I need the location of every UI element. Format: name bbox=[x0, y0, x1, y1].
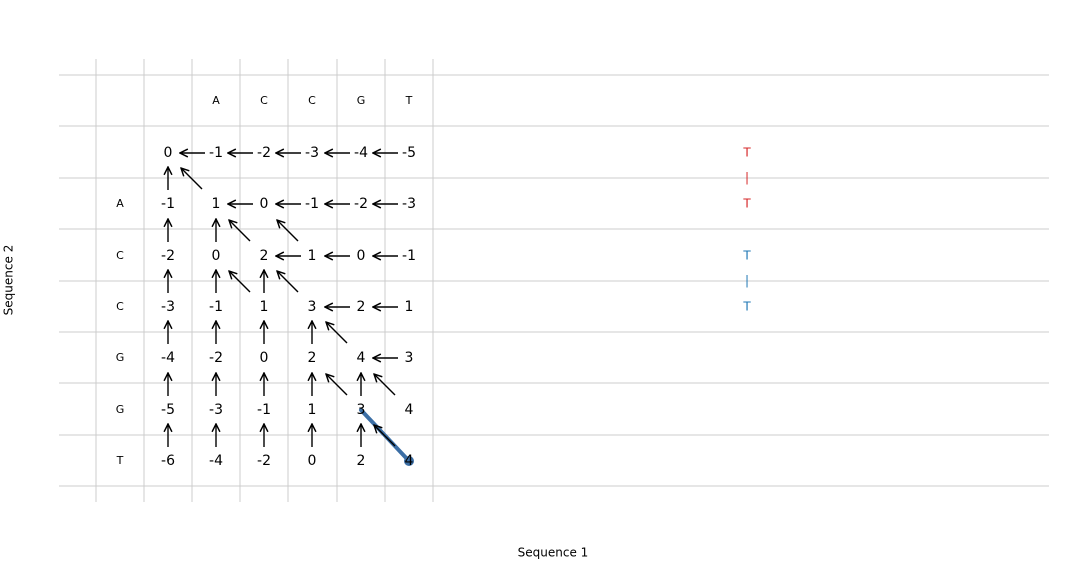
matrix-cell: -1 bbox=[257, 402, 271, 418]
row-header: T bbox=[116, 454, 124, 467]
matrix-cell: -3 bbox=[305, 145, 319, 161]
pointer-arrow bbox=[326, 374, 348, 396]
matrix-cell: -2 bbox=[161, 248, 175, 264]
traceback-end bbox=[404, 456, 414, 466]
pointer-arrow bbox=[229, 271, 251, 293]
arrows bbox=[168, 153, 414, 466]
pointer-arrow bbox=[229, 220, 251, 242]
matrix-cell: 4 bbox=[357, 350, 366, 366]
matrix-cell: 0 bbox=[164, 145, 173, 161]
matrix-cell: -2 bbox=[257, 145, 271, 161]
pointer-arrow bbox=[277, 220, 299, 242]
matrix-cell: -6 bbox=[161, 453, 175, 469]
matrix-cell: 1 bbox=[308, 402, 317, 418]
matrix-cell: -1 bbox=[209, 299, 223, 315]
matrix-cell: 1 bbox=[308, 248, 317, 264]
column-header: A bbox=[212, 94, 220, 107]
column-header: G bbox=[357, 94, 366, 107]
aligned-top: T bbox=[742, 146, 751, 160]
pointer-arrow bbox=[326, 322, 348, 344]
matrix-cell: -1 bbox=[402, 248, 416, 264]
matrix-cell: 1 bbox=[212, 196, 221, 212]
matrix-cell: -4 bbox=[161, 350, 175, 366]
matrix-cell: 2 bbox=[260, 248, 269, 264]
row-header: A bbox=[116, 197, 124, 210]
matrix-cell: -1 bbox=[161, 196, 175, 212]
x-axis-label: Sequence 1 bbox=[518, 546, 589, 560]
matrix-cell: 2 bbox=[357, 299, 366, 315]
matrix-cell: 0 bbox=[308, 453, 317, 469]
aligned-top: T bbox=[742, 249, 751, 263]
matrix-cell: 3 bbox=[308, 299, 317, 315]
pointer-arrow bbox=[277, 271, 299, 293]
matrix-cell: -2 bbox=[354, 196, 368, 212]
matrix-cell: 0 bbox=[357, 248, 366, 264]
matrix-cell: 1 bbox=[260, 299, 269, 315]
row-header: G bbox=[116, 403, 125, 416]
y-axis-label: Sequence 2 bbox=[2, 245, 16, 316]
matrix-cell: 1 bbox=[405, 299, 414, 315]
column-header: C bbox=[308, 94, 316, 107]
aligned-bottom: T bbox=[742, 197, 751, 211]
aligned-link: | bbox=[745, 274, 749, 288]
aligned-link: | bbox=[745, 171, 749, 185]
pointer-arrow bbox=[374, 425, 396, 447]
matrix-cell: 3 bbox=[357, 402, 366, 418]
matrix-cell: 2 bbox=[308, 350, 317, 366]
matrix-cell: -3 bbox=[402, 196, 416, 212]
pointer-arrow bbox=[374, 374, 396, 396]
matrix-cell: 2 bbox=[357, 453, 366, 469]
matrix-cell: 0 bbox=[260, 196, 269, 212]
row-header: G bbox=[116, 351, 125, 364]
row-header: C bbox=[116, 300, 124, 313]
matrix-cell: 0 bbox=[212, 248, 221, 264]
column-header: T bbox=[405, 94, 413, 107]
aligned-bottom: T bbox=[742, 300, 751, 314]
matrix-cell: -1 bbox=[209, 145, 223, 161]
matrix-cell: -2 bbox=[257, 453, 271, 469]
column-header: C bbox=[260, 94, 268, 107]
matrix-cell: -4 bbox=[354, 145, 368, 161]
matrix-cell: -5 bbox=[161, 402, 175, 418]
matrix-cell: -1 bbox=[305, 196, 319, 212]
matrix-cell: 0 bbox=[260, 350, 269, 366]
matrix-cell: -3 bbox=[161, 299, 175, 315]
row-header: C bbox=[116, 249, 124, 262]
cells: A C C G T A C C G G T 0 -1 -2 -3 -4 -5 -1 1 0 -1 -2 -3 -2 0 2 1 0 -1… bbox=[116, 94, 752, 469]
matrix-cell: 3 bbox=[405, 350, 414, 366]
grid bbox=[59, 59, 1049, 502]
matrix-cell: -3 bbox=[209, 402, 223, 418]
matrix-cell: -2 bbox=[209, 350, 223, 366]
matrix-cell: 4 bbox=[405, 402, 414, 418]
matrix-cell: -4 bbox=[209, 453, 223, 469]
pointer-arrow bbox=[181, 168, 203, 190]
matrix-cell: 4 bbox=[405, 453, 414, 469]
matrix-cell: -5 bbox=[402, 145, 416, 161]
